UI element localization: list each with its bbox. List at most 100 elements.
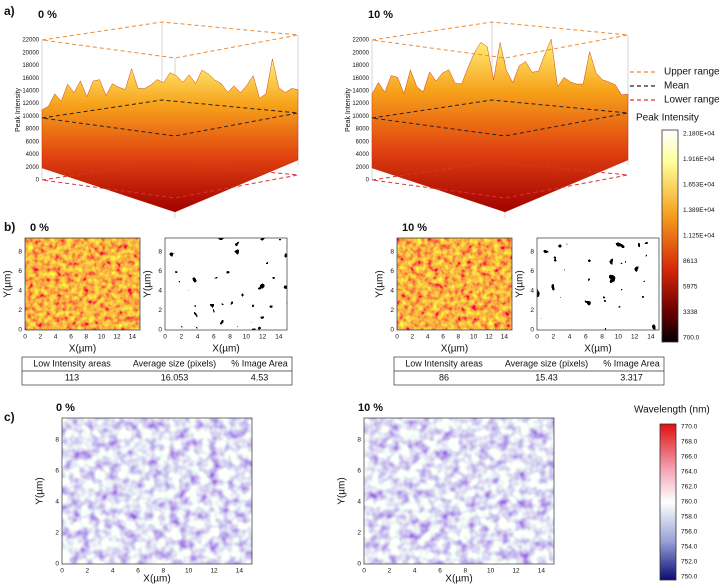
- z-tick-label: 20000: [352, 50, 369, 56]
- table-cell: 3.317: [620, 372, 643, 382]
- x-tick-label: 0: [362, 568, 366, 575]
- colorbar-tick-label: 8613: [683, 258, 698, 265]
- z-tick-label: 8000: [356, 127, 370, 133]
- x-tick-label: 10: [470, 334, 478, 341]
- panel-label: b): [4, 220, 15, 234]
- colorbar-tick-label: 754.0: [681, 544, 698, 551]
- table-cell: 15.43: [535, 372, 558, 382]
- x-tick-label: 12: [210, 568, 218, 575]
- colorbar-tick-label: 756.0: [681, 529, 698, 536]
- colorbar-tick-label: 3338: [683, 309, 698, 316]
- x-tick-label: 14: [275, 334, 283, 341]
- upper-range: [371, 21, 629, 59]
- x-axis-label: X(µm): [69, 344, 96, 355]
- x-tick-label: 8: [85, 334, 89, 341]
- colorbar-tick-label: 750.0: [681, 574, 698, 581]
- map-image: [25, 238, 140, 330]
- x-tick-label: 10: [615, 334, 623, 341]
- map-image: [397, 238, 512, 330]
- table-header: % Image Area: [231, 358, 288, 368]
- mean: [41, 99, 299, 137]
- y-axis-label: Y(µm): [143, 270, 154, 297]
- colorbar-tick-label: 752.0: [681, 559, 698, 566]
- z-axis-label: Peak Intensity: [15, 88, 22, 132]
- x-tick-label: 10: [487, 568, 495, 575]
- x-tick-label: 2: [411, 334, 415, 341]
- y-tick-label: 8: [18, 248, 22, 255]
- colorbar-tick-label: 768.0: [681, 439, 698, 446]
- x-tick-label: 2: [86, 568, 90, 575]
- lower-range: [371, 161, 629, 199]
- x-axis-label: X(µm): [441, 344, 468, 355]
- y-tick-label: 0: [357, 561, 361, 568]
- x-tick-label: 4: [413, 568, 417, 575]
- x-tick-label: 12: [512, 568, 520, 575]
- z-tick-label: 2000: [356, 165, 370, 171]
- x-tick-label: 14: [538, 568, 546, 575]
- panel-label: c): [4, 410, 15, 424]
- x-tick-label: 4: [426, 334, 430, 341]
- x-tick-label: 6: [438, 568, 442, 575]
- z-tick-label: 22000: [22, 38, 39, 44]
- z-tick-label: 14000: [22, 88, 39, 94]
- y-tick-label: 6: [357, 468, 361, 475]
- z-tick-label: 4000: [26, 152, 40, 158]
- y-axis-label: Y(µm): [35, 477, 46, 504]
- z-tick-label: 4000: [356, 152, 370, 158]
- x-tick-label: 2: [551, 334, 555, 341]
- x-tick-label: 12: [113, 334, 121, 341]
- mean: [371, 99, 629, 137]
- x-tick-label: 0: [535, 334, 539, 341]
- y-tick-label: 8: [55, 436, 59, 443]
- z-tick-label: 12000: [22, 101, 39, 107]
- x-tick-label: 6: [136, 568, 140, 575]
- y-tick-label: 4: [158, 288, 162, 295]
- y-tick-label: 2: [55, 530, 59, 537]
- x-tick-label: 10: [98, 334, 106, 341]
- colorbar: [661, 129, 679, 343]
- x-tick-label: 2: [179, 334, 183, 341]
- y-tick-label: 0: [530, 327, 534, 334]
- map-title: 0 %: [56, 402, 75, 414]
- x-tick-label: 6: [212, 334, 216, 341]
- z-tick-label: 12000: [352, 101, 369, 107]
- x-tick-label: 14: [129, 334, 137, 341]
- group-title: 0 %: [30, 222, 49, 234]
- y-tick-label: 0: [390, 327, 394, 334]
- map-frame: [363, 417, 555, 565]
- map-frame: [24, 237, 141, 331]
- y-tick-label: 2: [357, 530, 361, 537]
- x-tick-label: 8: [600, 334, 604, 341]
- y-tick-label: 6: [530, 268, 534, 275]
- y-tick-label: 6: [158, 268, 162, 275]
- colorbar-tick-label: 1.653E+04: [683, 182, 715, 189]
- x-tick-label: 0: [163, 334, 167, 341]
- z-tick-label: 10000: [22, 114, 39, 120]
- table-cell: 113: [65, 372, 79, 382]
- y-tick-label: 0: [18, 327, 22, 334]
- z-tick-label: 0: [366, 178, 370, 184]
- x-axis-label: X(µm): [143, 574, 170, 585]
- x-axis-label: X(µm): [212, 344, 239, 355]
- y-tick-label: 6: [390, 268, 394, 275]
- x-tick-label: 4: [111, 568, 115, 575]
- map-frame: [396, 237, 513, 331]
- colorbar-tick-label: 758.0: [681, 514, 698, 521]
- map-image: [537, 238, 659, 330]
- x-axis-label: X(µm): [584, 344, 611, 355]
- y-tick-label: 4: [357, 499, 361, 506]
- x-axis-label: X(µm): [445, 574, 472, 585]
- colorbar-tick-label: 700.0: [683, 335, 700, 342]
- z-tick-label: 8000: [26, 127, 40, 133]
- panel-label: a): [4, 4, 15, 18]
- y-tick-label: 2: [18, 307, 22, 314]
- y-axis-label: Y(µm): [515, 270, 526, 297]
- y-tick-label: 8: [357, 436, 361, 443]
- z-tick-label: 2000: [26, 165, 40, 171]
- y-tick-label: 4: [530, 288, 534, 295]
- y-tick-label: 6: [18, 268, 22, 275]
- colorbar-tick-label: 1.389E+04: [683, 207, 715, 214]
- z-tick-label: 14000: [352, 88, 369, 94]
- colorbar-tick-label: 770.0: [681, 424, 698, 431]
